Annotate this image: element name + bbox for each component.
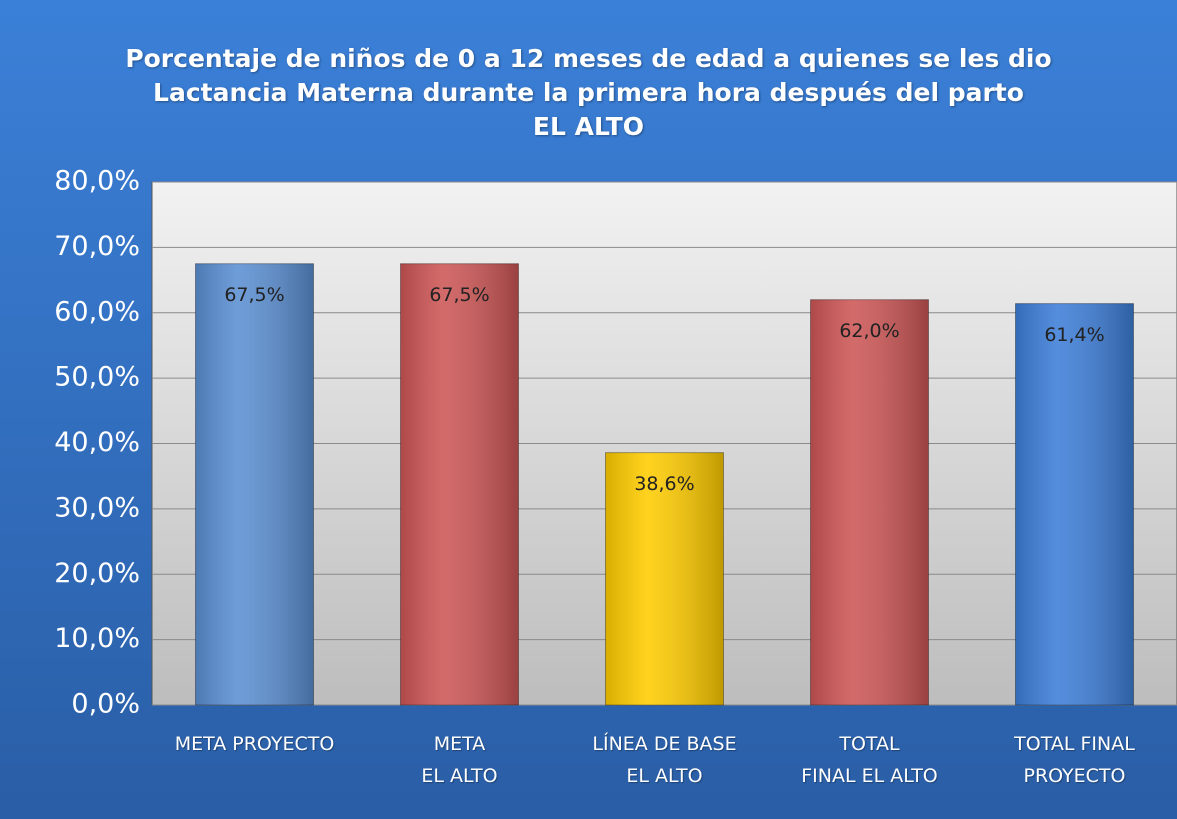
y-tick-label: 80,0%	[54, 166, 140, 197]
x-tick-label: LÍNEA DE BASE EL ALTO	[592, 733, 737, 787]
y-tick-label: 30,0%	[54, 492, 140, 523]
y-tick-label: 10,0%	[54, 623, 140, 654]
data-label: 38,6%	[634, 473, 694, 495]
bar-shading	[1015, 303, 1134, 705]
y-tick-label: 40,0%	[54, 427, 140, 458]
bar-shading	[400, 263, 519, 705]
y-tick-label: 70,0%	[54, 231, 140, 262]
data-label: 67,5%	[224, 284, 284, 306]
x-tick-label: META PROYECTO	[174, 733, 335, 755]
x-tick-label: TOTAL FINAL PROYECTO	[1014, 733, 1135, 787]
bar-shading	[810, 299, 929, 705]
y-tick-label: 20,0%	[54, 558, 140, 589]
bar-shading	[195, 263, 314, 705]
data-label: 67,5%	[429, 284, 489, 306]
chart-title: Porcentaje de niños de 0 a 12 meses de e…	[125, 44, 1052, 141]
x-tick-label: META EL ALTO	[421, 733, 498, 787]
data-label: 62,0%	[839, 320, 899, 342]
y-tick-label: 60,0%	[54, 296, 140, 327]
y-tick-label: 50,0%	[54, 362, 140, 393]
y-tick-label: 0,0%	[71, 689, 140, 720]
bar-shading	[605, 452, 724, 705]
data-label: 61,4%	[1044, 324, 1104, 346]
x-tick-label: TOTAL FINAL EL ALTO	[801, 733, 938, 787]
